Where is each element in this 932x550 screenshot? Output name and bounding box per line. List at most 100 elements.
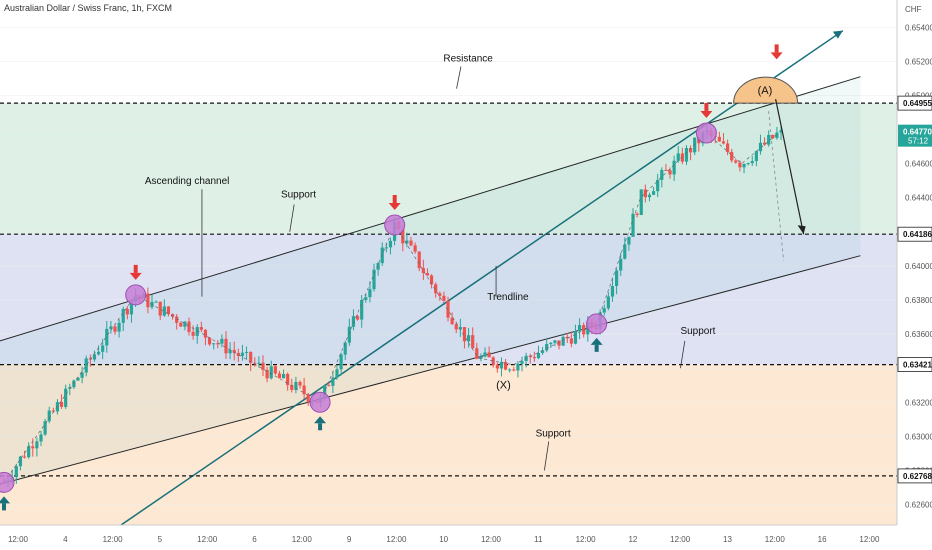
price-level-label: 0.64186: [903, 230, 932, 239]
price-level-label: 0.62768: [903, 472, 932, 481]
x-tick-label: 12:00: [859, 535, 880, 544]
y-tick-label: 0.63800: [905, 296, 932, 305]
candle-body: [651, 191, 656, 195]
x-tick-label: 9: [347, 535, 352, 544]
candle-body: [512, 369, 516, 371]
candle-body: [146, 293, 150, 308]
candle-body: [557, 340, 561, 346]
candle-body: [656, 179, 660, 192]
x-tick-label: 5: [158, 535, 163, 544]
candle-body: [59, 402, 64, 407]
candle-body: [355, 316, 360, 320]
candle-body: [343, 342, 347, 355]
annotation-support-channel: Support: [281, 190, 316, 201]
current-price-label: 0.64770: [903, 128, 932, 137]
candle-body: [125, 309, 129, 315]
y-tick-label: 0.64400: [905, 194, 932, 203]
candle-body: [750, 160, 754, 164]
candle-body: [203, 329, 208, 338]
current-price-tag: [898, 124, 932, 147]
candle-body: [742, 164, 746, 168]
candle-body: [368, 289, 372, 298]
annotation-ascending-channel: Ascending channel: [145, 176, 230, 187]
touch-marker: [586, 313, 608, 335]
candle-body: [516, 363, 520, 371]
candle-body: [458, 327, 462, 330]
candle-body: [351, 316, 356, 327]
candle-body: [212, 343, 216, 345]
x-tick-label: 12:00: [103, 535, 124, 544]
candle-body: [294, 381, 298, 390]
annotation-support-mid: Support: [680, 326, 715, 337]
x-tick-label: 11: [534, 535, 543, 544]
candle-body: [347, 326, 351, 343]
candle-body: [549, 342, 553, 345]
down-arrow-head: [129, 272, 142, 280]
candle-body: [466, 335, 471, 342]
touch-marker: [695, 122, 717, 144]
projection-arrow-line: [775, 99, 805, 235]
candle-body: [207, 337, 212, 345]
candle-body: [503, 361, 508, 370]
candle-body: [717, 136, 721, 142]
candle-body: [758, 142, 763, 152]
candle-body: [413, 245, 417, 252]
candle-body: [754, 151, 758, 161]
candle-body: [438, 293, 442, 296]
candle-body: [31, 446, 35, 449]
current-price-countdown: 57:12: [908, 137, 929, 146]
candle-body: [129, 301, 134, 315]
projection-dashed: [768, 111, 785, 261]
down-arrow-head: [700, 110, 713, 118]
up-arrow-head: [590, 337, 603, 345]
candle-body: [166, 306, 171, 315]
candle-body: [290, 385, 294, 390]
candle-body: [631, 213, 635, 237]
annotation-leader: [680, 340, 686, 369]
candle-body: [639, 189, 643, 215]
candle-body: [487, 352, 491, 358]
price-level-tag: [897, 95, 932, 111]
candle-body: [643, 189, 647, 198]
annotation-leader: [289, 204, 295, 232]
candle-body: [495, 364, 499, 369]
candle-body: [376, 263, 380, 270]
a-zone-dome: [733, 76, 799, 104]
candle-body: [532, 356, 536, 359]
candle-body: [553, 340, 557, 343]
candle-body: [442, 295, 446, 301]
candle-body: [253, 362, 257, 364]
candle-body: [520, 361, 524, 364]
candle-body: [577, 325, 582, 332]
candle-body: [405, 240, 409, 244]
annotation-resistance: Resistance: [443, 53, 493, 64]
candle-body: [660, 169, 664, 180]
candle-body: [105, 328, 109, 346]
touch-marker: [0, 471, 15, 493]
candle-body: [232, 349, 236, 353]
candle-body: [72, 380, 76, 388]
candle-body: [117, 322, 121, 332]
candle-body: [195, 327, 199, 336]
candle-body: [429, 275, 434, 285]
candle-body: [417, 251, 421, 269]
x-tick-label: 12:00: [197, 535, 218, 544]
candle-body: [257, 362, 261, 364]
candle-body: [154, 301, 158, 303]
candle-body: [421, 268, 425, 274]
candle-body: [331, 377, 335, 386]
up-arrow-head: [314, 416, 327, 424]
candle-body: [323, 385, 327, 398]
price-level-tag: [897, 226, 932, 242]
candle-body: [635, 213, 639, 215]
candle-body: [339, 354, 343, 370]
x-tick-label: 12:00: [576, 535, 597, 544]
candle-body: [479, 356, 483, 359]
candle-body: [273, 366, 277, 374]
candle-body: [68, 387, 72, 389]
y-tick-label: 0.65400: [905, 23, 932, 32]
candle-body: [298, 381, 302, 386]
up-arrow-shaft: [594, 344, 599, 352]
